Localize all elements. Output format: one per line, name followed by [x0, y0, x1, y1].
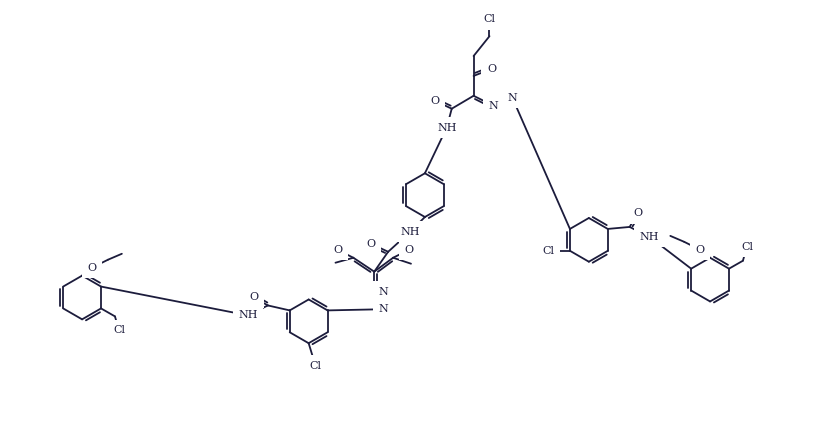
Text: NH: NH [437, 123, 456, 133]
Text: O: O [333, 245, 342, 255]
Text: Cl: Cl [483, 14, 495, 24]
Text: N: N [507, 93, 517, 103]
Text: O: O [486, 64, 495, 74]
Text: N: N [378, 304, 387, 314]
Text: NH: NH [639, 232, 658, 242]
Text: O: O [249, 293, 258, 303]
Text: NH: NH [238, 310, 257, 320]
Text: O: O [632, 208, 641, 218]
Text: N: N [378, 286, 387, 296]
Text: Cl: Cl [113, 325, 124, 335]
Text: O: O [366, 239, 375, 249]
Text: NH: NH [400, 227, 419, 237]
Text: Cl: Cl [740, 242, 752, 252]
Text: O: O [430, 96, 439, 106]
Text: Cl: Cl [541, 246, 554, 256]
Text: O: O [695, 245, 704, 255]
Text: N: N [488, 101, 498, 111]
Text: O: O [404, 245, 413, 255]
Text: O: O [88, 262, 97, 272]
Text: Cl: Cl [310, 361, 321, 371]
